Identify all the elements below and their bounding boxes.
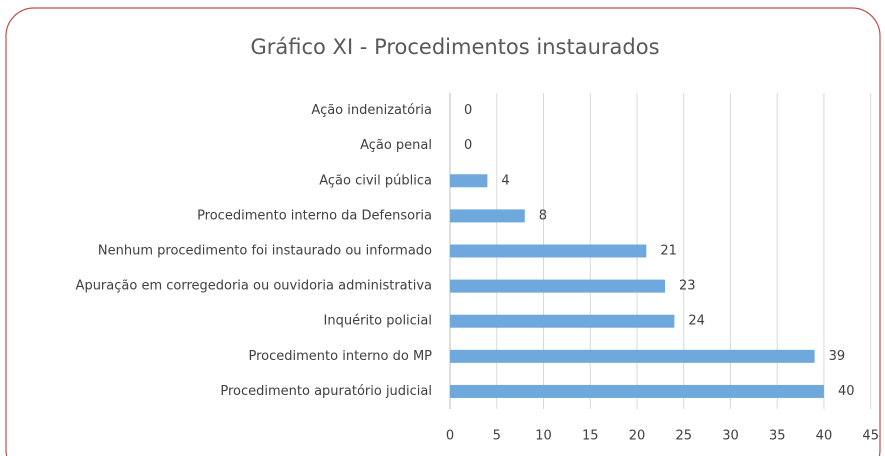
x-tick-label: 5 — [493, 429, 501, 444]
x-tick-label: 15 — [582, 429, 599, 444]
y-tick-label: Procedimento interno do MP — [249, 349, 433, 364]
bar — [450, 279, 666, 293]
data-label: 0 — [464, 138, 472, 153]
x-tick-label: 10 — [535, 429, 552, 444]
data-label: 8 — [539, 208, 547, 223]
data-label: 39 — [829, 349, 846, 364]
x-tick-label: 35 — [769, 429, 786, 444]
data-label: 21 — [660, 244, 677, 259]
data-label: 4 — [501, 173, 509, 188]
bar — [450, 349, 815, 363]
bar — [450, 174, 488, 188]
data-label: 40 — [838, 384, 855, 399]
bar — [450, 384, 824, 398]
y-tick-label: Apuração em corregedoria ou ouvidoria ad… — [76, 279, 432, 294]
data-label: 23 — [679, 279, 696, 294]
x-tick-label: 40 — [816, 429, 833, 444]
chart-title: Gráfico XI - Procedimentos instaurados — [250, 35, 659, 59]
x-tick-label: 45 — [862, 429, 879, 444]
y-tick-label: Ação penal — [360, 138, 432, 153]
x-tick-label: 30 — [722, 429, 739, 444]
y-tick-label: Nenhum procedimento foi instaurado ou in… — [98, 244, 432, 259]
y-tick-label: Inquérito policial — [324, 314, 432, 329]
data-label: 24 — [688, 314, 705, 329]
bar — [450, 314, 675, 328]
y-tick-label: Ação indenizatória — [311, 103, 432, 118]
x-tick-label: 25 — [675, 429, 692, 444]
bar — [450, 244, 647, 258]
y-tick-label: Procedimento apuratório judicial — [220, 384, 432, 399]
y-tick-label: Ação civil pública — [319, 173, 432, 188]
y-tick-label: Procedimento interno da Defensoria — [197, 208, 432, 223]
data-label: 0 — [464, 103, 472, 118]
x-tick-label: 0 — [446, 429, 454, 444]
chart-border — [5, 7, 881, 456]
bar — [450, 209, 525, 223]
x-tick-label: 20 — [629, 429, 646, 444]
